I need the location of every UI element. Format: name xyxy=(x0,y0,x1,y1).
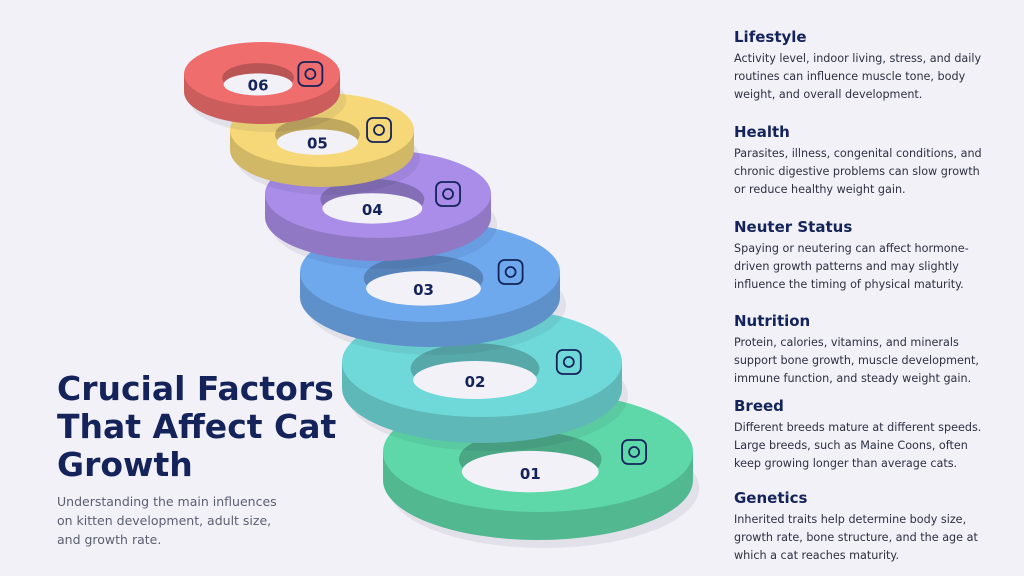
factor: Breed Different breeds mature at differen… xyxy=(734,397,984,473)
factor: Genetics Inherited traits help determine … xyxy=(734,489,984,565)
factor: Neuter Status Spaying or neutering can af… xyxy=(734,218,984,294)
ring-label: 06 xyxy=(248,76,269,94)
factor-title: Nutrition xyxy=(734,312,811,330)
icon-shape xyxy=(497,259,524,285)
ring-icon xyxy=(621,439,647,465)
ring-icon xyxy=(297,61,324,87)
factor-text: Parasites, illness, congenital condition… xyxy=(734,147,982,196)
ring-hole xyxy=(223,73,293,96)
ring-icon xyxy=(366,117,392,143)
factor-text: Inherited traits help determine body siz… xyxy=(734,513,978,562)
icon-shape xyxy=(621,439,647,465)
ring-label: 01 xyxy=(520,465,541,483)
factor: Lifestyle Activity level, indoor living, … xyxy=(734,28,984,104)
factor-text: Different breeds mature at different spe… xyxy=(734,421,982,470)
ring-label: 02 xyxy=(465,373,486,391)
factor-title: Genetics xyxy=(734,489,808,507)
factor-text: Spaying or neutering can affect hormone-… xyxy=(734,242,969,291)
icon-shape xyxy=(628,446,640,458)
ring-icon xyxy=(497,259,524,285)
ring-label: 03 xyxy=(413,281,434,299)
ring: 04 xyxy=(265,150,497,269)
icon-shape xyxy=(504,266,517,278)
ring-label: 04 xyxy=(362,201,383,219)
factor: Health Parasites, illness, congenital con… xyxy=(734,123,984,199)
factor-text: Protein, calories, vitamins, and mineral… xyxy=(734,336,979,385)
icon-shape xyxy=(435,181,461,207)
ring-hole xyxy=(276,129,359,155)
icon-shape xyxy=(442,188,454,200)
icon-shape xyxy=(373,124,385,136)
title: Crucial Factors That Affect Cat Growth xyxy=(57,369,337,484)
icon-shape xyxy=(555,349,582,375)
factor-title: Neuter Status xyxy=(734,218,853,236)
subtitle: Understanding the main influences on kit… xyxy=(57,494,277,547)
icon-shape xyxy=(304,68,317,80)
icon-shape xyxy=(366,117,392,143)
ring-hole xyxy=(366,271,481,306)
ring-hole xyxy=(322,193,423,224)
ring-label: 05 xyxy=(307,134,328,152)
ring: 06 xyxy=(184,42,346,132)
ring-icon xyxy=(435,181,461,207)
factor-title: Breed xyxy=(734,397,784,415)
ring: 03 xyxy=(300,222,566,355)
ring-hole xyxy=(413,361,537,399)
factor-title: Health xyxy=(734,123,790,141)
icon-shape xyxy=(562,356,575,368)
icon-shape xyxy=(297,61,324,87)
factor-title: Lifestyle xyxy=(734,28,807,46)
ring: 01 xyxy=(383,392,699,548)
ring-icon xyxy=(555,349,582,375)
ring-hole xyxy=(461,450,599,493)
factor: Nutrition Protein, calories, vitamins, an… xyxy=(734,312,984,388)
factor-text: Activity level, indoor living, stress, a… xyxy=(734,52,982,101)
